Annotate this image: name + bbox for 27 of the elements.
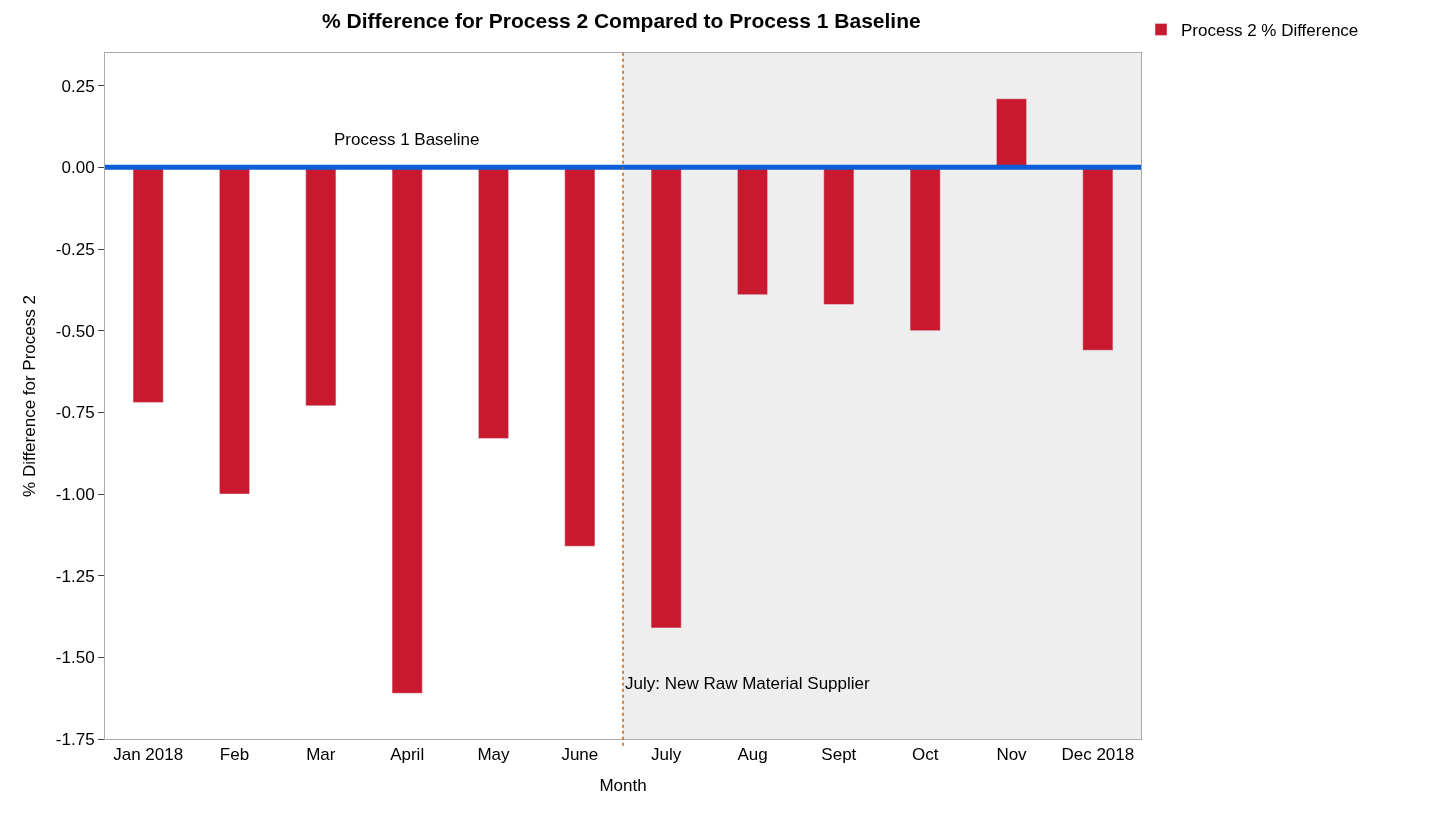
x-tick-label: Nov: [996, 745, 1028, 765]
y-axis-title: % Difference for Process 2: [20, 295, 40, 497]
y-tick-label: 0.25: [61, 76, 95, 96]
legend-label: Process 2 % Difference: [1181, 21, 1359, 41]
x-tick-label: April: [390, 745, 425, 765]
x-tick-label: Sept: [821, 745, 857, 765]
y-tick-label: -0.50: [55, 321, 95, 341]
ref-line-label: July: New Raw Material Supplier: [625, 674, 871, 693]
x-tick-label: May: [477, 745, 511, 765]
x-axis-title: Month: [599, 775, 647, 795]
y-tick-label: -0.75: [55, 403, 95, 423]
x-tick-label: Aug: [737, 745, 768, 765]
y-tick-label: -0.25: [55, 239, 95, 259]
chart-title: % Difference for Process 2 Compared to Process 1 Baseline: [321, 8, 921, 32]
x-tick-label: Dec 2018: [1061, 745, 1135, 765]
x-tick-label: June: [561, 745, 599, 765]
y-tick-label: 0.00: [61, 158, 95, 178]
ref-line-label: Process 1 Baseline: [334, 130, 480, 149]
x-tick-label: Mar: [306, 745, 336, 765]
y-tick-label: -1.00: [55, 484, 95, 504]
x-tick-label: Feb: [219, 745, 250, 765]
x-tick-label: July: [651, 745, 682, 765]
y-tick-label: -1.75: [55, 729, 95, 749]
x-tick-label: Jan 2018: [113, 745, 184, 765]
y-tick-label: -1.50: [55, 648, 95, 668]
y-tick-label: -1.25: [55, 566, 95, 586]
x-tick-label: Oct: [911, 745, 939, 765]
